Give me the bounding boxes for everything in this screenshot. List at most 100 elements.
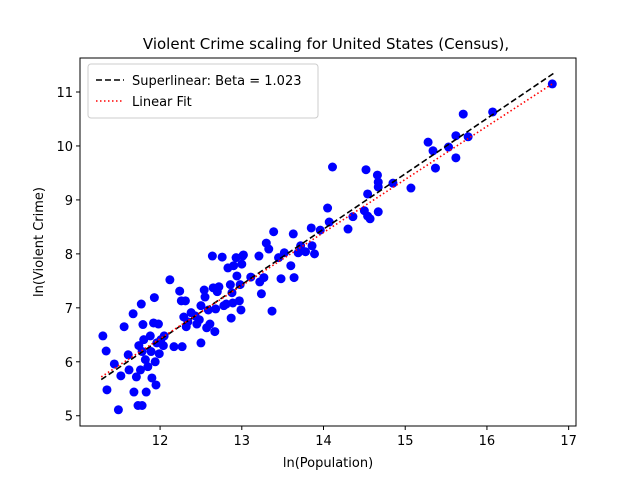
scatter-point: [180, 296, 190, 306]
scatter-point: [119, 322, 129, 332]
x-tick-label: 15: [397, 434, 414, 449]
scatter-point: [196, 301, 206, 311]
scatter-point: [238, 250, 248, 260]
y-tick-label: 7: [65, 302, 73, 317]
y-tick-label: 10: [56, 140, 73, 155]
legend-label: Linear Fit: [132, 95, 192, 110]
scatter-point: [363, 189, 373, 199]
scatter-point: [128, 309, 138, 319]
scatter-point: [101, 346, 111, 356]
scatter-point: [149, 293, 159, 303]
scatter-point: [229, 261, 239, 271]
scatter-point: [136, 299, 146, 309]
scatter-point: [327, 162, 337, 172]
scatter-point: [256, 289, 266, 299]
scatter-point: [145, 331, 155, 341]
scatter-point: [286, 261, 296, 271]
scatter-point: [451, 153, 461, 163]
scatter-point: [165, 275, 175, 285]
scatter-point: [226, 313, 236, 323]
scatter-point: [406, 183, 416, 193]
scatter-point: [365, 214, 375, 224]
scatter-point: [153, 319, 163, 329]
scatter-point: [158, 341, 168, 351]
scatter-point: [373, 207, 383, 217]
x-tick-label: 17: [560, 434, 577, 449]
x-axis-label: ln(Population): [283, 456, 373, 471]
scatter-point: [301, 247, 311, 257]
scatter-point: [177, 342, 187, 352]
scatter-point: [373, 177, 383, 187]
scatter-point: [547, 79, 557, 89]
scatter-point: [210, 327, 220, 337]
scatter-point: [135, 365, 145, 375]
scatter-point: [237, 259, 247, 269]
scatter-point: [141, 387, 151, 397]
scatter-point: [98, 331, 108, 341]
scatter-point: [123, 350, 133, 360]
scatter-point: [254, 251, 264, 261]
scatter-point: [205, 319, 215, 329]
scatter-point: [175, 286, 185, 296]
y-tick-label: 8: [65, 248, 73, 263]
scatter-point: [323, 203, 333, 213]
scatter-point: [214, 282, 224, 292]
y-tick-label: 11: [56, 86, 73, 101]
scatter-point: [463, 132, 473, 142]
scatter-point: [147, 373, 157, 383]
chart-title: Violent Crime scaling for United States …: [143, 35, 509, 53]
scatter-point: [307, 241, 317, 251]
scatter-point: [154, 349, 164, 359]
scatter-point: [138, 320, 148, 330]
scatter-point: [196, 338, 206, 348]
scatter-point: [269, 227, 279, 237]
legend-label: Superlinear: Beta = 1.023: [132, 74, 302, 89]
scatter-point: [140, 355, 150, 365]
scatter-point: [289, 273, 299, 283]
scatter-point: [276, 274, 286, 284]
y-axis-label: ln(Violent Crime): [32, 187, 47, 297]
x-tick-label: 12: [152, 434, 169, 449]
scatter-point: [324, 217, 334, 227]
scatter-point: [423, 137, 433, 147]
scatter-point: [451, 131, 461, 141]
scatter-point: [361, 165, 371, 175]
scatter-point: [150, 357, 160, 367]
scatter-point: [139, 335, 149, 345]
scatter-point: [306, 223, 316, 233]
scatter-point: [129, 387, 139, 397]
scatter-point: [430, 163, 440, 173]
scatter-point: [232, 271, 242, 281]
scatter-point: [279, 248, 289, 258]
scatter-point: [207, 251, 217, 261]
scatter-point: [267, 306, 277, 316]
scatter-point: [109, 359, 119, 369]
scatter-point: [264, 244, 274, 254]
scatter-point: [146, 347, 156, 357]
scatter-point: [343, 224, 353, 234]
x-tick-label: 14: [315, 434, 332, 449]
scatter-point: [211, 304, 221, 314]
scatter-point: [102, 385, 112, 395]
scatter-point: [199, 285, 209, 295]
y-tick-label: 6: [65, 356, 73, 371]
scatter-point: [116, 371, 126, 381]
scatter-point: [348, 212, 358, 222]
scatter-point: [225, 280, 235, 290]
scatter-point: [227, 288, 237, 298]
scatter-point: [131, 372, 141, 382]
legend-box: [87, 63, 319, 119]
scatter-point: [234, 296, 244, 306]
scatter-point: [169, 342, 179, 352]
y-tick-label: 5: [65, 410, 73, 425]
scatter-point: [372, 170, 382, 180]
scatter-point: [137, 400, 147, 410]
fit-line: [100, 72, 555, 381]
scatter-point: [151, 380, 161, 390]
scatter-point: [246, 272, 256, 282]
scatter-point: [217, 252, 227, 262]
scatter-point: [259, 273, 269, 283]
scatter-point: [200, 292, 210, 302]
